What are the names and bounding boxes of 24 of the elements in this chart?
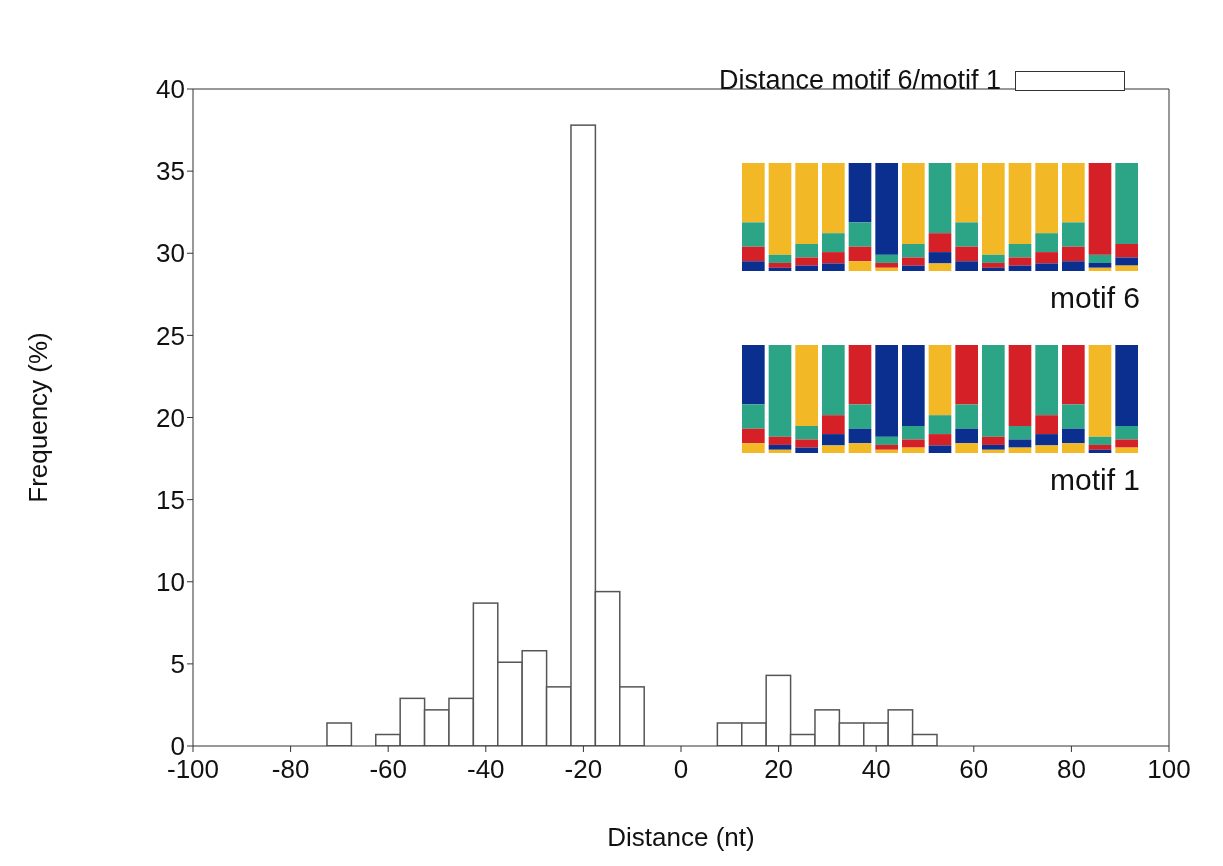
y-tick-label: 25: [156, 320, 185, 351]
x-tick-label: -20: [564, 754, 603, 785]
x-tick-label: 20: [764, 754, 794, 785]
y-tick-label: 40: [156, 74, 185, 105]
x-tick-label: -60: [369, 754, 407, 785]
x-tick-label: 40: [861, 754, 891, 785]
x-tick-label: -80: [271, 754, 310, 785]
x-tick-label: -100: [166, 754, 220, 785]
annotation: motif 1: [1049, 463, 1140, 496]
x-tick-label: 100: [1147, 754, 1191, 785]
x-axis-title: Distance (nt): [607, 822, 755, 852]
y-tick-label: 20: [156, 402, 185, 433]
y-tick-label: 5: [170, 649, 185, 680]
y-tick-label: 15: [156, 484, 185, 515]
text: Distance motif 6/motif 1: [718, 65, 1001, 96]
x-tick-label: 80: [1056, 754, 1086, 785]
y-tick-label: 35: [156, 156, 185, 187]
annotation: motif 6: [1049, 281, 1140, 314]
y-tick-label: 30: [156, 238, 185, 269]
x-tick-label: 0: [673, 754, 689, 785]
x-tick-label: 60: [959, 754, 989, 785]
x-tick-label: -40: [467, 754, 505, 785]
y-tick-label: 10: [156, 566, 185, 597]
y-axis-title: Frequency (%): [23, 332, 54, 503]
